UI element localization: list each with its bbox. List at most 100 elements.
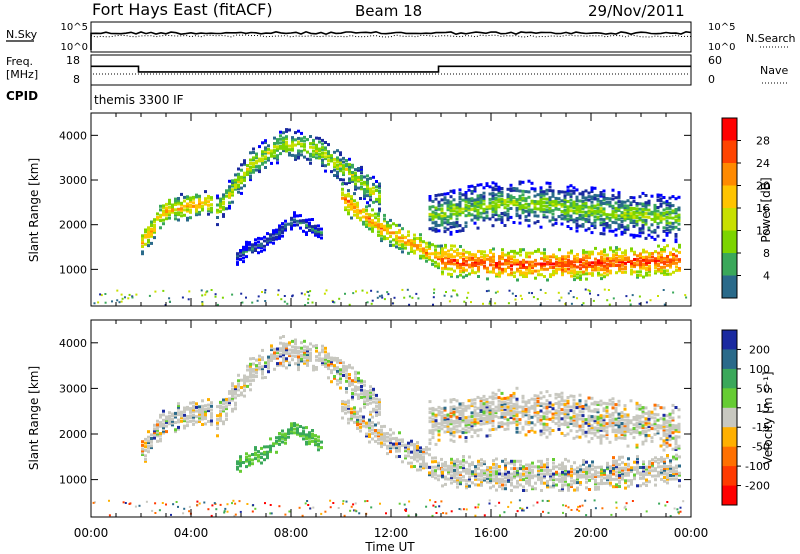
heatmap-cell — [563, 421, 567, 425]
heatmap-cell — [144, 445, 147, 449]
heatmap-cell — [582, 250, 585, 254]
heatmap-cell — [476, 406, 480, 410]
heatmap-cell — [582, 270, 585, 274]
heatmap-cell — [354, 378, 357, 382]
heatmap-cell — [452, 398, 456, 401]
heatmap-cell — [277, 289, 280, 292]
power-y-axis-label: Slant Range [km] — [27, 158, 41, 262]
heatmap-cell — [315, 147, 318, 151]
heatmap-cell — [491, 200, 495, 204]
heatmap-cell — [570, 260, 573, 264]
heatmap-cell — [222, 214, 225, 218]
heatmap-cell — [254, 457, 257, 461]
heatmap-cell — [492, 263, 495, 267]
heatmap-cell — [303, 144, 306, 148]
heatmap-cell — [560, 408, 564, 412]
heatmap-cell — [482, 407, 486, 411]
heatmap-cell — [545, 402, 549, 406]
heatmap-cell — [440, 207, 444, 211]
heatmap-cell — [183, 419, 186, 423]
heatmap-cell — [621, 270, 624, 274]
heatmap-cell — [239, 457, 242, 460]
heatmap-cell — [557, 420, 561, 424]
heatmap-cell — [617, 203, 621, 207]
heatmap-cell — [620, 232, 624, 236]
heatmap-cell — [461, 198, 465, 202]
heatmap-cell — [545, 417, 549, 421]
heatmap-cell — [261, 356, 264, 360]
heatmap-cell — [494, 414, 498, 418]
heatmap-cell — [591, 268, 594, 272]
heatmap-cell — [483, 460, 486, 464]
heatmap-cell — [449, 418, 453, 422]
heatmap-cell — [288, 144, 291, 148]
heatmap-cell — [524, 218, 528, 222]
heatmap-cell — [342, 156, 345, 160]
heatmap-cell — [506, 200, 510, 204]
heatmap-cell — [431, 214, 435, 218]
heatmap-cell — [431, 262, 434, 266]
heatmap-cell — [351, 379, 354, 383]
heatmap-cell — [333, 165, 336, 169]
heatmap-cell — [656, 213, 660, 217]
heatmap-cell — [584, 218, 588, 221]
heatmap-cell — [645, 250, 648, 254]
heatmap-cell — [633, 460, 636, 464]
heatmap-cell — [638, 213, 642, 216]
heatmap-cell — [468, 468, 471, 472]
y-tick-label: 1000 — [59, 263, 87, 276]
heatmap-cell — [563, 201, 567, 205]
heatmap-cell — [614, 208, 618, 212]
heatmap-cell — [471, 263, 474, 267]
heatmap-cell — [317, 227, 320, 231]
heatmap-cell — [251, 458, 254, 462]
heatmap-cell — [363, 182, 366, 186]
heatmap-cell — [153, 431, 156, 435]
heatmap-cell — [395, 245, 398, 249]
heatmap-cell — [434, 260, 437, 264]
heatmap-cell — [251, 453, 254, 456]
heatmap-cell — [324, 354, 327, 358]
heatmap-cell — [165, 208, 168, 212]
heatmap-cell — [480, 255, 483, 259]
heatmap-cell — [315, 358, 318, 362]
heatmap-cell — [294, 143, 297, 147]
heatmap-cell — [560, 296, 563, 299]
heatmap-cell — [380, 436, 383, 439]
heatmap-cell — [375, 189, 378, 192]
heatmap-cell — [639, 473, 642, 477]
heatmap-cell — [308, 221, 311, 225]
heatmap-cell — [249, 362, 252, 366]
heatmap-cell — [285, 359, 288, 363]
heatmap-cell — [162, 204, 165, 208]
heatmap-cell — [626, 217, 630, 221]
heatmap-cell — [357, 168, 360, 172]
heatmap-cell — [615, 246, 618, 250]
heatmap-cell — [629, 303, 632, 306]
heatmap-cell — [485, 434, 489, 438]
heatmap-cell — [491, 186, 495, 190]
heatmap-cell — [531, 476, 534, 480]
heatmap-cell — [491, 395, 495, 399]
heatmap-cell — [654, 269, 657, 273]
heatmap-cell — [569, 394, 573, 398]
heatmap-cell — [614, 206, 618, 210]
heatmap-cell — [489, 259, 492, 263]
heatmap-cell — [431, 419, 435, 423]
heatmap-cell — [546, 461, 549, 465]
heatmap-cell — [561, 262, 564, 266]
heatmap-cell — [293, 218, 296, 222]
heatmap-cell — [551, 201, 555, 205]
heatmap-cell — [156, 423, 159, 427]
heatmap-cell — [533, 187, 537, 191]
heatmap-cell — [674, 209, 678, 213]
heatmap-cell — [210, 289, 213, 291]
heatmap-cell — [459, 465, 462, 469]
heatmap-cell — [222, 213, 225, 217]
heatmap-cell — [672, 247, 675, 251]
heatmap-cell — [236, 254, 239, 257]
heatmap-cell — [633, 263, 636, 267]
heatmap-cell — [404, 454, 407, 458]
heatmap-cell — [234, 407, 237, 411]
heatmap-cell — [468, 251, 471, 255]
